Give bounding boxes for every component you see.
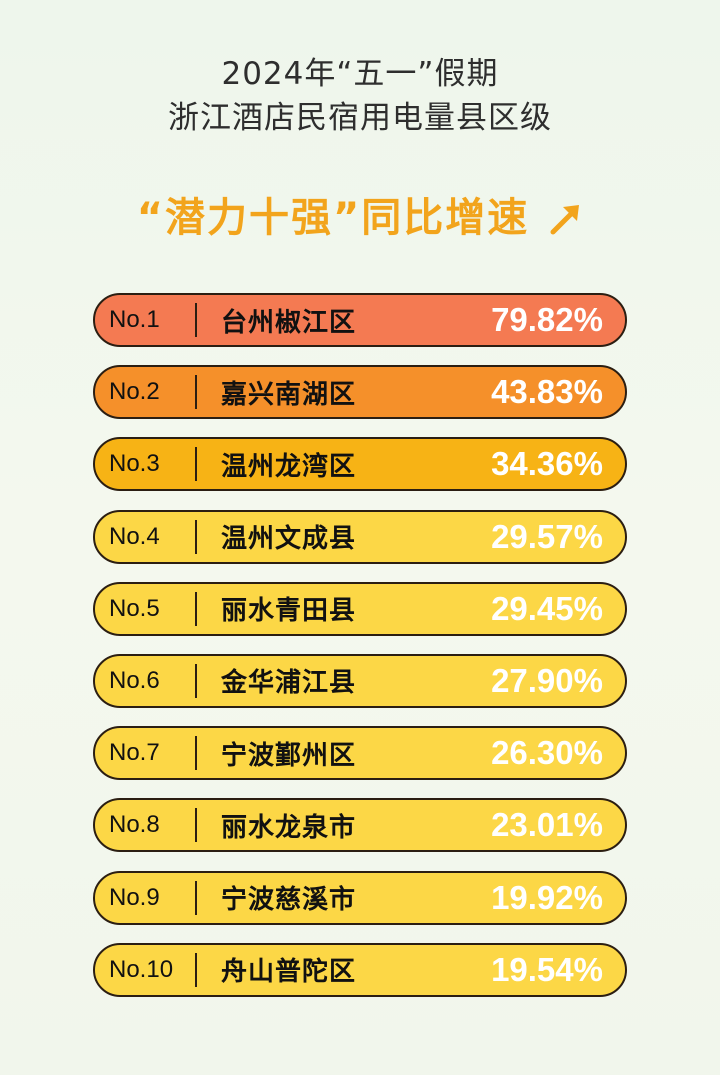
district-name: 金华浦江县 bbox=[221, 668, 357, 699]
district-name: 台州椒江区 bbox=[221, 307, 357, 338]
list-item: No.5 丽水青田县 29.45% bbox=[93, 581, 627, 636]
list-item: No.3 温州龙湾区 34.36% bbox=[93, 437, 627, 492]
list-item: No.1 台州椒江区 79.82% bbox=[93, 293, 627, 347]
divider bbox=[195, 880, 197, 915]
growth-value: 19.92% bbox=[491, 878, 603, 916]
list-item: No.6 金华浦江县 27.90% bbox=[93, 653, 627, 708]
up-arrow-icon bbox=[550, 205, 580, 235]
growth-value: 19.54% bbox=[491, 950, 603, 988]
district-name: 宁波慈溪市 bbox=[221, 885, 357, 915]
district-name: 温州龙湾区 bbox=[221, 451, 357, 482]
rank-number: No.9 bbox=[109, 883, 160, 911]
divider bbox=[195, 591, 197, 626]
growth-value: 34.36% bbox=[491, 445, 603, 483]
growth-value: 79.82% bbox=[491, 301, 603, 338]
title-block: 2024年“五一”假期 浙江酒店民宿用电量县区级 bbox=[0, 52, 720, 140]
rank-number: No.3 bbox=[109, 450, 160, 478]
divider bbox=[195, 303, 197, 337]
divider bbox=[195, 736, 197, 771]
district-name: 嘉兴南湖区 bbox=[221, 379, 357, 410]
rank-number: No.4 bbox=[109, 522, 160, 550]
rank-number: No.5 bbox=[109, 594, 160, 622]
list-item: No.4 温州文成县 29.57% bbox=[93, 509, 627, 564]
district-name: 丽水龙泉市 bbox=[221, 812, 357, 843]
rank-number: No.10 bbox=[109, 955, 174, 983]
district-name: 舟山普陀区 bbox=[221, 957, 357, 988]
rank-number: No.6 bbox=[109, 666, 160, 694]
divider bbox=[195, 375, 197, 410]
rank-number: No.7 bbox=[109, 739, 160, 767]
growth-value: 26.30% bbox=[491, 734, 603, 772]
growth-value: 43.83% bbox=[491, 373, 603, 411]
divider bbox=[195, 519, 197, 554]
subtitle-row: “潜力十强”同比增速 bbox=[0, 185, 720, 243]
title-line-1: 2024年“五一”假期 bbox=[221, 56, 499, 92]
list-item: No.10 舟山普陀区 19.54% bbox=[93, 942, 627, 997]
list-item: No.9 宁波慈溪市 19.92% bbox=[93, 870, 627, 925]
ranking-list: No.1 台州椒江区 79.82% No.2 嘉兴南湖区 43.83% No.3 温州龙湾区 3… bbox=[93, 293, 627, 1015]
list-item: No.2 嘉兴南湖区 43.83% bbox=[93, 365, 627, 420]
rank-number: No.8 bbox=[109, 811, 160, 839]
list-item: No.8 丽水龙泉市 23.01% bbox=[93, 798, 627, 853]
divider bbox=[195, 447, 197, 482]
divider bbox=[195, 663, 197, 698]
divider bbox=[195, 808, 197, 843]
rank-number: No.2 bbox=[109, 378, 160, 406]
growth-value: 29.45% bbox=[491, 589, 603, 627]
growth-value: 23.01% bbox=[491, 806, 603, 844]
district-name: 丽水青田县 bbox=[221, 596, 357, 627]
divider bbox=[195, 952, 197, 987]
list-item: No.7 宁波鄞州区 26.30% bbox=[93, 726, 627, 781]
district-name: 宁波鄞州区 bbox=[221, 740, 357, 771]
growth-value: 29.57% bbox=[491, 517, 603, 555]
title-line-2: 浙江酒店民宿用电量县区级 bbox=[168, 100, 552, 136]
subtitle-text: “潜力十强”同比增速 bbox=[136, 195, 530, 241]
growth-value: 27.90% bbox=[491, 661, 603, 699]
rank-number: No.1 bbox=[109, 306, 160, 333]
district-name: 温州文成县 bbox=[221, 524, 357, 555]
